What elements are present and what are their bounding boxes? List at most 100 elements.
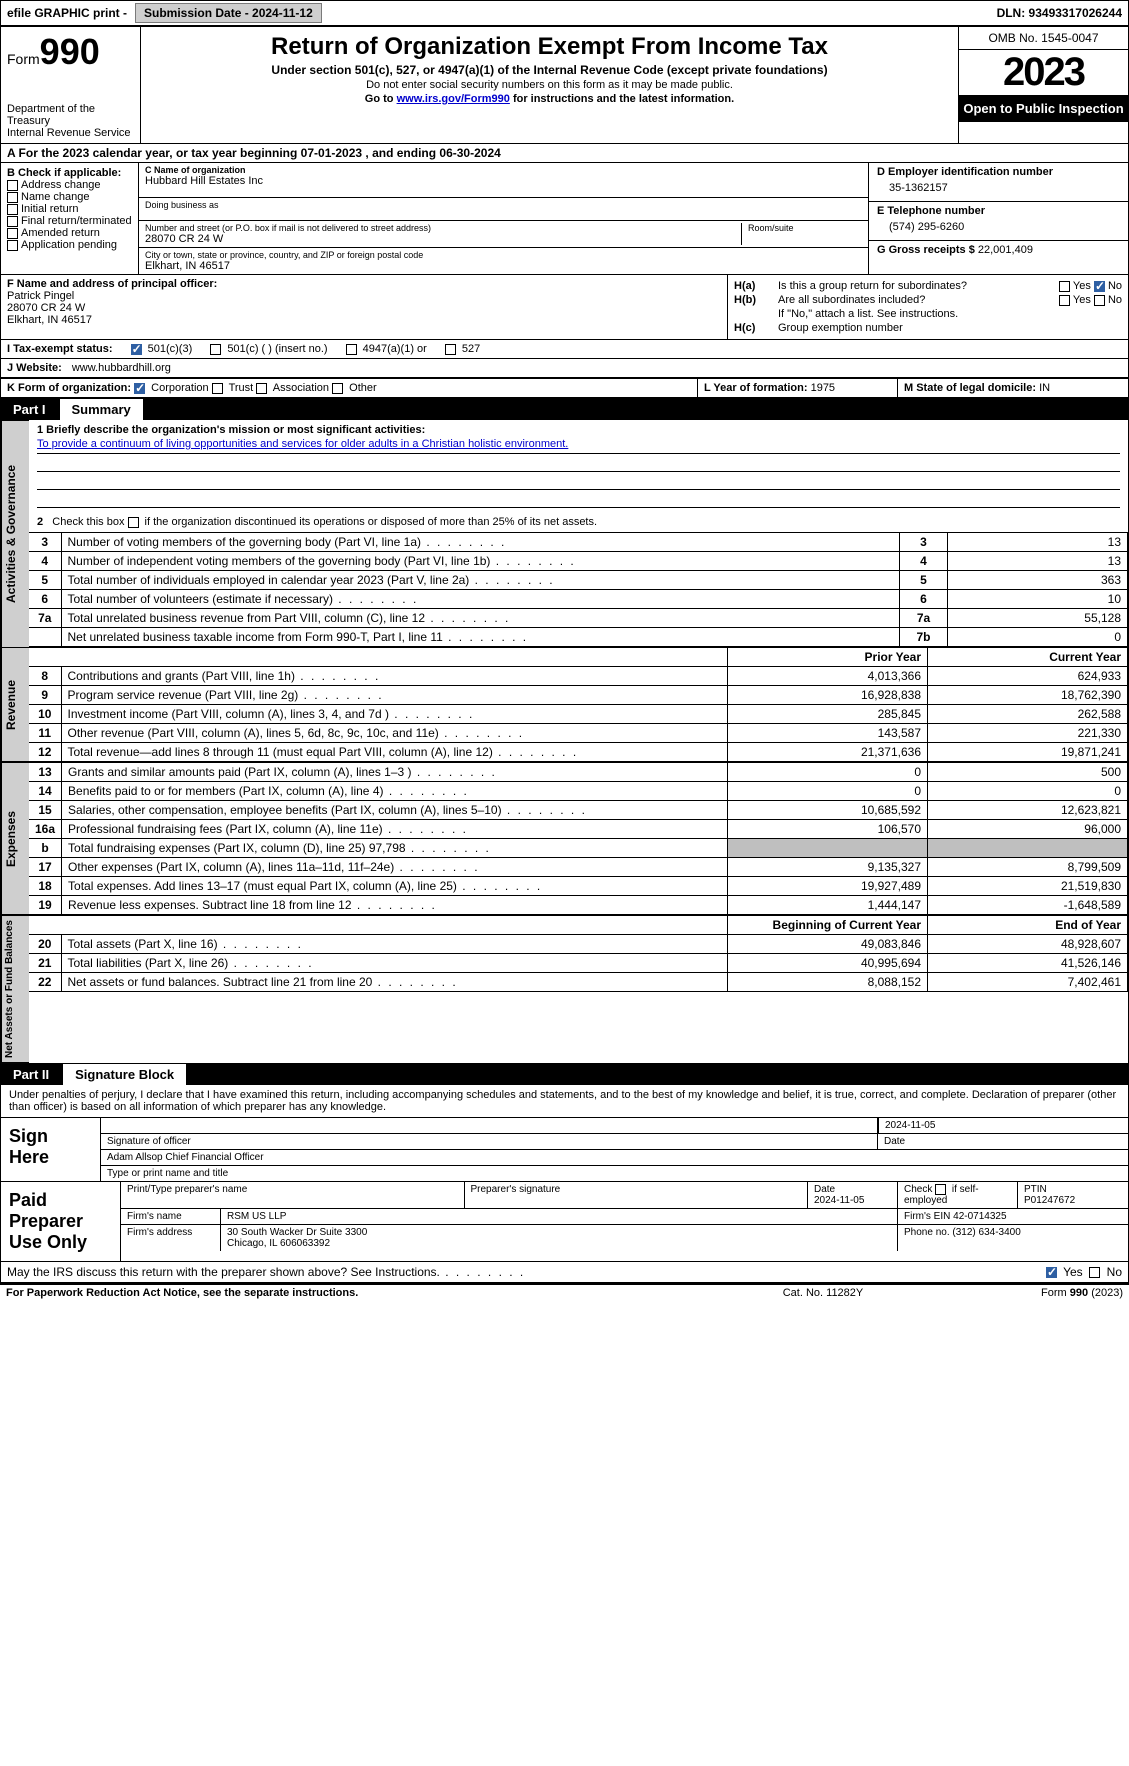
na-section: Net Assets or Fund Balances Beginning of… bbox=[1, 915, 1128, 1063]
checkbox-discontinued[interactable] bbox=[128, 517, 139, 528]
firm-ein-label: Firm's EIN bbox=[904, 1211, 950, 1222]
dba-label: Doing business as bbox=[145, 200, 862, 210]
room-label: Room/suite bbox=[748, 223, 862, 233]
street-label: Number and street (or P.O. box if mail i… bbox=[145, 223, 735, 233]
checkbox-discuss-yes[interactable] bbox=[1046, 1267, 1057, 1278]
sign-here-label: Sign Here bbox=[1, 1118, 101, 1181]
prep-date-hdr: Date bbox=[814, 1184, 835, 1195]
header-row: Form990 Department of the Treasury Inter… bbox=[1, 27, 1128, 144]
rev-section: Revenue Prior Year Current Year 8Contrib… bbox=[1, 647, 1128, 762]
firm-ein: 42-0714325 bbox=[953, 1211, 1006, 1222]
opt-address-change: Address change bbox=[21, 179, 101, 191]
submission-date-button[interactable]: Submission Date - 2024-11-12 bbox=[135, 3, 322, 23]
row-a-pre: A For the 2023 calendar year, or tax yea… bbox=[7, 146, 301, 160]
form990-link[interactable]: www.irs.gov/Form990 bbox=[397, 93, 510, 105]
h-c-text: Group exemption number bbox=[778, 322, 1122, 334]
topbar: efile GRAPHIC print - Submission Date - … bbox=[0, 0, 1129, 26]
checkbox-527[interactable] bbox=[445, 344, 456, 355]
vtab-expenses: Expenses bbox=[1, 762, 29, 915]
checkbox-assoc[interactable] bbox=[256, 383, 267, 394]
goto-pre: Go to bbox=[365, 93, 397, 105]
city-state-zip: Elkhart, IN 46517 bbox=[145, 260, 862, 272]
table-row: 21Total liabilities (Part X, line 26)40,… bbox=[29, 954, 1128, 973]
ein-value: 35-1362157 bbox=[877, 178, 1120, 198]
checkbox-self-employed[interactable] bbox=[935, 1184, 946, 1195]
checkbox-final-return[interactable] bbox=[7, 216, 18, 227]
part2-title: Signature Block bbox=[63, 1064, 186, 1085]
h-a-label: H(a) bbox=[734, 280, 778, 292]
firm-phone-label: Phone no. bbox=[904, 1227, 950, 1238]
checkbox-501c[interactable] bbox=[210, 344, 221, 355]
part1-header: Part I Summary bbox=[1, 398, 1128, 420]
form-outer: Form990 Department of the Treasury Inter… bbox=[0, 26, 1129, 1284]
discuss-text: May the IRS discuss this return with the… bbox=[7, 1265, 440, 1279]
rev-table: Prior Year Current Year 8Contributions a… bbox=[29, 647, 1128, 762]
gross-receipts-value: 22,001,409 bbox=[978, 244, 1033, 256]
footer-left: For Paperwork Reduction Act Notice, see … bbox=[6, 1287, 723, 1299]
checkbox-hb-no[interactable] bbox=[1094, 295, 1105, 306]
form-number: 990 bbox=[40, 31, 100, 72]
table-row: 7aTotal unrelated business revenue from … bbox=[29, 609, 1128, 628]
table-row: 22Net assets or fund balances. Subtract … bbox=[29, 973, 1128, 992]
preparer-label: Paid Preparer Use Only bbox=[1, 1182, 121, 1261]
checkbox-amended[interactable] bbox=[7, 228, 18, 239]
table-row: 8Contributions and grants (Part VIII, li… bbox=[29, 667, 1128, 686]
signature-intro: Under penalties of perjury, I declare th… bbox=[1, 1085, 1128, 1118]
irs-label: Internal Revenue Service bbox=[7, 127, 134, 139]
box-b: B Check if applicable: Address change Na… bbox=[1, 163, 139, 274]
checkbox-discuss-no[interactable] bbox=[1089, 1267, 1100, 1278]
phone-value: (574) 295-6260 bbox=[877, 217, 1120, 237]
checkbox-app-pending[interactable] bbox=[7, 240, 18, 251]
checkbox-ha-yes[interactable] bbox=[1059, 281, 1070, 292]
form-subtitle-1: Under section 501(c), 527, or 4947(a)(1)… bbox=[147, 63, 952, 77]
checkbox-other[interactable] bbox=[332, 383, 343, 394]
city-label: City or town, state or province, country… bbox=[145, 250, 862, 260]
firm-phone: (312) 634-3400 bbox=[952, 1227, 1020, 1238]
row-a: A For the 2023 calendar year, or tax yea… bbox=[1, 144, 1128, 163]
mission-block: 1 Briefly describe the organization's mi… bbox=[29, 420, 1128, 512]
h-c-label: H(c) bbox=[734, 322, 778, 334]
prep-date-val: 2024-11-05 bbox=[814, 1195, 864, 1206]
table-row: 15Salaries, other compensation, employee… bbox=[29, 801, 1128, 820]
table-row: 12Total revenue—add lines 8 through 11 (… bbox=[29, 743, 1128, 762]
checkbox-trust[interactable] bbox=[212, 383, 223, 394]
website-value: www.hubbardhill.org bbox=[72, 362, 171, 374]
website-label: J Website: bbox=[7, 362, 62, 374]
phone-label: E Telephone number bbox=[877, 205, 1120, 217]
opt-501c3: 501(c)(3) bbox=[148, 343, 193, 355]
prep-sig-hdr: Preparer's signature bbox=[465, 1182, 809, 1208]
year-formation-value: 1975 bbox=[811, 382, 835, 394]
opt-trust: Trust bbox=[229, 382, 254, 394]
footer: For Paperwork Reduction Act Notice, see … bbox=[0, 1284, 1129, 1301]
checkbox-corp[interactable] bbox=[134, 383, 145, 394]
firm-addr-label: Firm's address bbox=[121, 1225, 221, 1251]
discuss-row: May the IRS discuss this return with the… bbox=[1, 1262, 1128, 1283]
hb-no-label: No bbox=[1108, 294, 1122, 306]
na-curr-hdr: End of Year bbox=[928, 916, 1128, 935]
table-row: bTotal fundraising expenses (Part IX, co… bbox=[29, 839, 1128, 858]
table-row: 14Benefits paid to or for members (Part … bbox=[29, 782, 1128, 801]
mission-text: To provide a continuum of living opportu… bbox=[37, 438, 1120, 454]
checkbox-initial-return[interactable] bbox=[7, 204, 18, 215]
table-row: 10Investment income (Part VIII, column (… bbox=[29, 705, 1128, 724]
part1-title: Summary bbox=[60, 399, 143, 420]
checkbox-name-change[interactable] bbox=[7, 192, 18, 203]
prior-year-hdr: Prior Year bbox=[728, 648, 928, 667]
line2: 2 Check this box if the organization dis… bbox=[29, 512, 1128, 532]
table-row: 5Total number of individuals employed in… bbox=[29, 571, 1128, 590]
box-f: F Name and address of principal officer:… bbox=[1, 275, 728, 339]
opt-initial-return: Initial return bbox=[21, 203, 78, 215]
firm-addr2: Chicago, IL 606063392 bbox=[227, 1238, 330, 1249]
header-right: OMB No. 1545-0047 2023 Open to Public In… bbox=[958, 27, 1128, 143]
sig-officer-label: Signature of officer bbox=[101, 1134, 878, 1149]
opt-other: Other bbox=[349, 382, 377, 394]
ha-no-label: No bbox=[1108, 280, 1122, 292]
checkbox-ha-no[interactable] bbox=[1094, 281, 1105, 292]
checkbox-501c3[interactable] bbox=[131, 344, 142, 355]
org-name: Hubbard Hill Estates Inc bbox=[145, 175, 862, 187]
tax-year-end: 06-30-2024 bbox=[439, 146, 500, 160]
checkbox-hb-yes[interactable] bbox=[1059, 295, 1070, 306]
name-title-label: Type or print name and title bbox=[101, 1166, 1128, 1181]
checkbox-4947[interactable] bbox=[346, 344, 357, 355]
checkbox-address-change[interactable] bbox=[7, 180, 18, 191]
